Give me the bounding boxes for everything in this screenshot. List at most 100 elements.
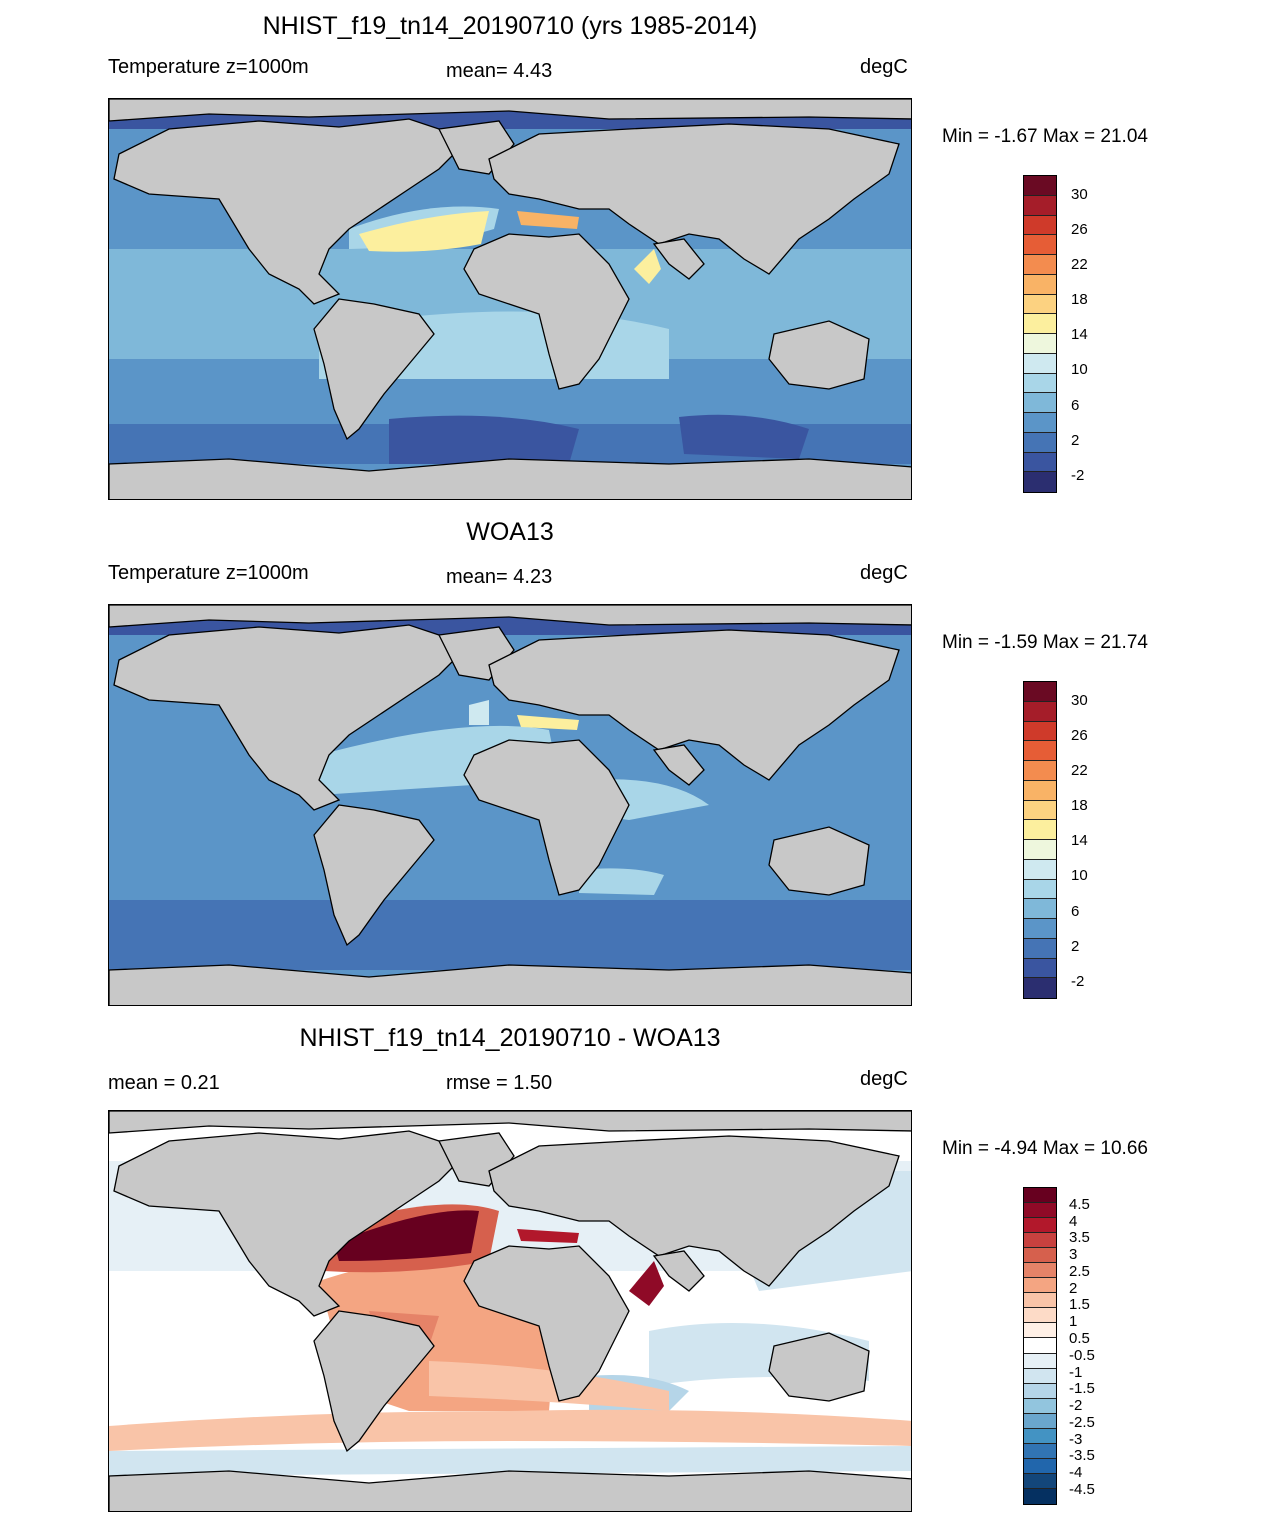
panel3-title: NHIST_f19_tn14_20190710 - WOA13 [299,1024,721,1052]
panel2-colorbar-bin [1024,780,1056,801]
panel3-colorbar-tick: 3.5 [1069,1229,1090,1246]
panel2-colorbar-tick: 26 [1071,727,1088,744]
panel2-colorbar-bin [1024,840,1056,860]
panel3-colorbar-bin [1024,1338,1056,1354]
panel3-colorbar-tick: -1 [1069,1364,1083,1381]
panel3-colorbar-bin [1024,1263,1056,1279]
panel2-colorbar-tick: 6 [1071,903,1080,920]
panel2-colorbar-bin [1024,761,1056,781]
panel1-colorbar-bin [1024,235,1056,255]
panel3-colorbar-bin [1024,1383,1056,1399]
panel1-colorbar-bin [1024,255,1056,275]
panel3-colorbar-tick: 4.5 [1069,1196,1090,1213]
panel1-title: NHIST_f19_tn14_20190710 (yrs 1985-2014) [262,12,758,40]
panel2-colorbar-tick: -2 [1071,973,1085,990]
panel3-colorbar-bin [1024,1473,1056,1489]
panel3-colorbar-bin [1024,1488,1056,1504]
panel2-map [108,604,912,1006]
panel3-colorbar-tick: -2 [1069,1397,1083,1414]
panel3-colorbar-bin [1024,1353,1056,1369]
panel3-colorbar-bin [1024,1443,1056,1459]
panel1-units-label: degC [860,56,908,78]
panel3-colorbar-bin [1024,1323,1056,1339]
panel1-colorbar-tick: 6 [1071,397,1080,414]
panel2-colorbar-bin [1024,800,1056,821]
panel3-colorbar-tick: -3.5 [1069,1447,1095,1464]
panel1-colorbar-bin [1024,314,1056,334]
panel3-colorbar-tick: 2 [1069,1280,1078,1297]
panel3-colorbar-bin [1024,1293,1056,1309]
panel3-colorbar-tick: 1 [1069,1313,1078,1330]
panel1-colorbar-bin [1024,274,1056,295]
panel1-colorbar-bin [1024,472,1056,492]
panel2-colorbar-bin [1024,859,1056,880]
panel3-colorbar-bin [1024,1413,1056,1429]
panel3-map [108,1110,912,1512]
panel3-colorbar-bin [1024,1458,1056,1474]
panel2-variable-label: Temperature z=1000m [108,562,309,584]
panel2-colorbar [1023,681,1057,999]
panel3-colorbar-bin [1024,1368,1056,1384]
panel2-colorbar-bin [1024,879,1056,900]
panel3-colorbar-bin [1024,1308,1056,1324]
panel3-colorbar-tick: 1.5 [1069,1296,1090,1313]
panel2-units-label: degC [860,562,908,584]
panel1-colorbar-tick: 30 [1071,186,1088,203]
panel3-colorbar-tick: 2.5 [1069,1263,1090,1280]
panel2-colorbar-bin [1024,978,1056,998]
panel1-colorbar-bin [1024,353,1056,374]
panel3-colorbar-tick: 4 [1069,1213,1078,1230]
panel1-colorbar-bin [1024,294,1056,315]
panel1-minmax-label: Min = -1.67 Max = 21.04 [942,126,1148,147]
panel3-rmse-label: rmse = 1.50 [446,1072,553,1094]
panel3-colorbar-bin [1024,1278,1056,1294]
panel3-colorbar-bin [1024,1218,1056,1234]
panel3-colorbar-bin [1024,1188,1056,1204]
panel2-colorbar-bin [1024,721,1056,742]
panel2-colorbar-bin [1024,919,1056,939]
panel2-title: WOA13 [466,518,554,546]
panel2-colorbar-tick: 10 [1071,867,1088,884]
panel2-colorbar-bin [1024,938,1056,959]
panel1-colorbar-bin [1024,195,1056,216]
panel1-colorbar-tick: 26 [1071,221,1088,238]
panel2-colorbar-bin [1024,741,1056,761]
panel1-colorbar-bin [1024,393,1056,413]
panel2-colorbar-bin [1024,899,1056,919]
panel3-colorbar-tick: 0.5 [1069,1330,1090,1347]
panel2-colorbar-bin [1024,682,1056,702]
panel3-colorbar-tick: -3 [1069,1431,1083,1448]
panel2-colorbar-tick: 22 [1071,762,1088,779]
panel2-colorbar-bin [1024,701,1056,722]
panel1-colorbar-bin [1024,334,1056,354]
panel2-colorbar-tick: 30 [1071,692,1088,709]
panel2-mean-label: mean= 4.23 [446,566,553,588]
panel1-colorbar-bin [1024,452,1056,473]
panel3-colorbar-bin [1024,1428,1056,1444]
panel1-variable-label: Temperature z=1000m [108,56,309,78]
panel1-colorbar-tick: 14 [1071,326,1088,343]
panel3-colorbar-tick: -4.5 [1069,1481,1095,1498]
panel1-colorbar [1023,175,1057,493]
panel3-colorbar-tick: -4 [1069,1464,1083,1481]
panel3-colorbar-bin [1024,1233,1056,1249]
panel2-minmax-label: Min = -1.59 Max = 21.74 [942,632,1148,653]
panel3-units-label: degC [860,1068,908,1090]
panel3-colorbar-tick: 3 [1069,1246,1078,1263]
panel2-colorbar-tick: 2 [1071,938,1080,955]
panel3-minmax-label: Min = -4.94 Max = 10.66 [942,1138,1148,1159]
panel1-colorbar-tick: 18 [1071,291,1088,308]
panel3-colorbar [1023,1187,1057,1505]
panel1-colorbar-tick: 22 [1071,256,1088,273]
panel2-colorbar-tick: 18 [1071,797,1088,814]
panel1-colorbar-bin [1024,176,1056,196]
panel3-colorbar-tick: -2.5 [1069,1414,1095,1431]
panel3-colorbar-bin [1024,1203,1056,1219]
panel1-map [108,98,912,500]
panel1-colorbar-tick: 10 [1071,361,1088,378]
panel3-colorbar-bin [1024,1248,1056,1264]
panel1-mean-label: mean= 4.43 [446,60,553,82]
panel3-colorbar-bin [1024,1398,1056,1414]
panel1-colorbar-tick: -2 [1071,467,1085,484]
panel1-colorbar-bin [1024,215,1056,236]
